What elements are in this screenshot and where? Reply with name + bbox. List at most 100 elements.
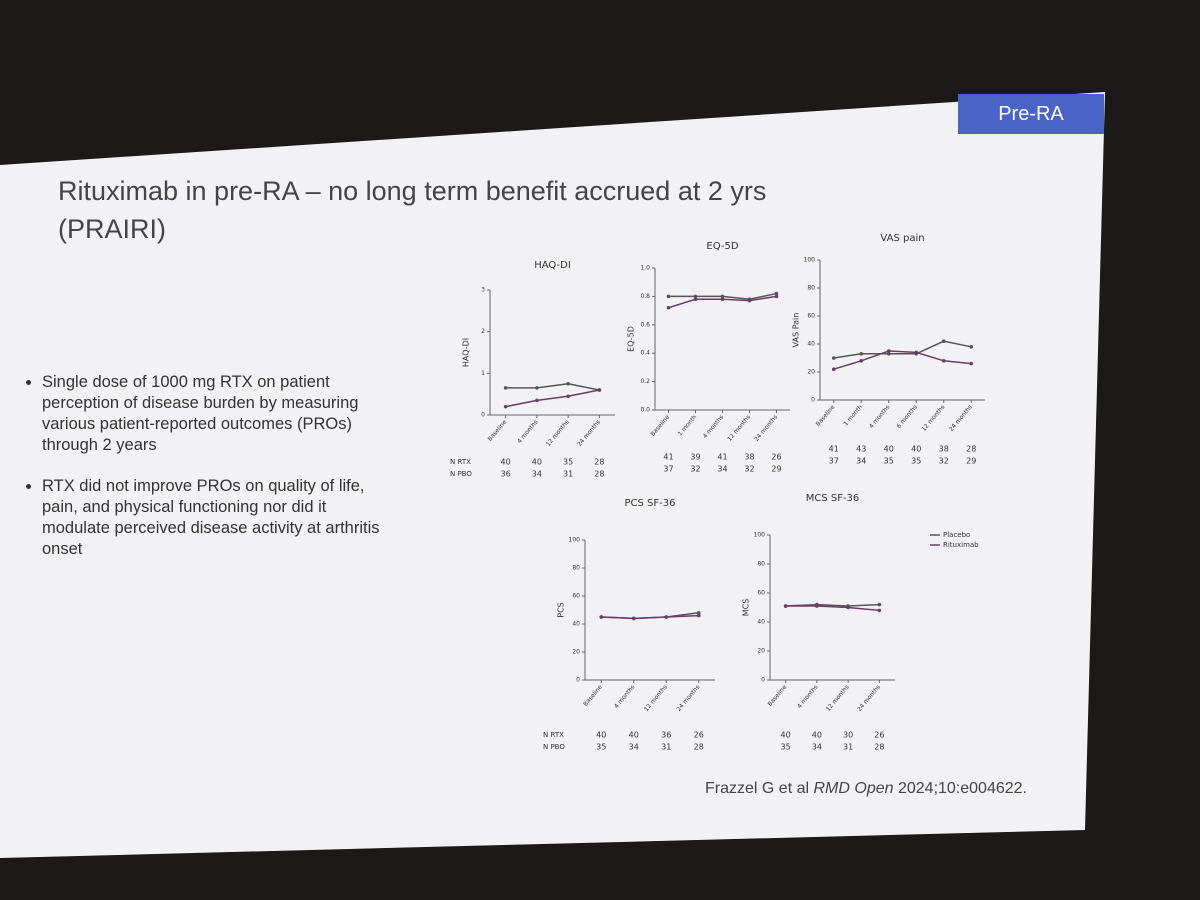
n-value: 40 (629, 731, 639, 740)
series-line (785, 605, 880, 612)
n-value: 40 (532, 458, 542, 467)
data-point (886, 352, 891, 356)
y-tick-label: 0 (481, 412, 485, 419)
n-value: 40 (781, 731, 791, 740)
y-tick-label: 20 (572, 649, 580, 656)
y-axis-label: PCS (557, 602, 566, 618)
n-value: 39 (690, 453, 700, 462)
y-tick-label: 0.6 (640, 321, 650, 328)
data-point (599, 615, 604, 619)
y-tick-label: 60 (572, 593, 580, 600)
n-value: 35 (781, 743, 791, 752)
y-tick-label: 60 (807, 313, 815, 320)
n-value: 32 (939, 457, 949, 466)
data-point (566, 381, 570, 386)
data-point (774, 294, 779, 299)
bullet: Single dose of 1000 mg RTX on patient pe… (42, 372, 392, 456)
y-tick-label: 80 (807, 285, 815, 292)
n-value: 40 (501, 458, 511, 467)
y-axis-label: VAS Pain (792, 313, 801, 348)
series-line (601, 614, 699, 620)
data-point (720, 294, 725, 299)
n-value: 26 (771, 453, 781, 462)
n-value: 31 (563, 470, 573, 479)
n-value: 34 (532, 470, 542, 479)
y-tick-label: 0.4 (640, 350, 650, 357)
y-tick-label: 0.0 (640, 407, 650, 414)
n-value: 37 (663, 465, 673, 474)
series-line (833, 350, 972, 370)
data-point (886, 349, 891, 353)
citation-ref: 2024;10:e004622. (897, 780, 1027, 797)
data-point (696, 613, 701, 618)
data-point (503, 404, 508, 409)
n-value: 31 (843, 743, 853, 752)
y-tick-label: 100 (754, 532, 766, 539)
data-point (631, 616, 636, 621)
y-tick-label: 100 (569, 537, 581, 544)
y-tick-label: 0 (576, 677, 580, 684)
data-point (859, 359, 864, 363)
data-point (693, 297, 698, 302)
n-row-label: N PBO (450, 470, 472, 478)
n-value: 40 (884, 445, 894, 454)
data-point (941, 339, 946, 344)
data-point (696, 611, 701, 615)
n-value: 43 (856, 445, 866, 454)
n-value: 35 (563, 458, 573, 467)
chart-title: EQ-5D (706, 241, 738, 252)
data-point (859, 352, 864, 356)
n-value: 28 (594, 458, 604, 467)
chart-title: PCS SF-36 (625, 498, 676, 509)
y-tick-label: 1.0 (640, 265, 650, 272)
y-tick-label: 100 (804, 257, 816, 264)
y-axis-label: HAQ-DI (462, 338, 471, 367)
n-value: 35 (911, 457, 921, 466)
section-tag: Pre-RA (958, 94, 1104, 134)
n-value: 32 (744, 465, 754, 474)
n-value: 30 (843, 731, 853, 740)
y-axis-label: MCS (742, 599, 751, 617)
data-point (693, 294, 698, 299)
bullet: RTX did not improve PROs on quality of l… (42, 476, 392, 560)
n-value: 29 (771, 465, 781, 474)
y-tick-label: 20 (757, 648, 765, 655)
n-value: 26 (874, 731, 884, 740)
y-tick-label: 0.2 (640, 378, 650, 385)
n-value: 38 (939, 445, 949, 454)
n-value: 41 (829, 445, 839, 454)
series-line (505, 382, 600, 391)
y-tick-label: 0 (761, 677, 765, 684)
data-point (666, 305, 671, 310)
data-point (969, 361, 974, 366)
n-value: 28 (874, 743, 884, 752)
y-tick-label: 40 (757, 619, 765, 626)
citation: Frazzel G et al RMD Open 2024;10:e004622… (705, 780, 1027, 798)
n-value: 34 (856, 457, 866, 466)
bullet-list: Single dose of 1000 mg RTX on patient pe… (22, 372, 392, 580)
n-value: 41 (663, 453, 673, 462)
series-line (505, 389, 600, 408)
data-point (666, 294, 671, 299)
y-tick-label: 80 (757, 561, 765, 568)
n-value: 36 (501, 470, 511, 479)
citation-journal: RMD Open (813, 780, 894, 797)
slide (0, 92, 1105, 858)
n-value: 40 (812, 731, 822, 740)
chart-title: MCS SF-36 (806, 493, 860, 504)
n-row-label: N RTX (450, 458, 471, 466)
data-point (783, 604, 788, 608)
data-point (747, 298, 752, 303)
data-point (566, 394, 570, 399)
n-value: 31 (661, 743, 671, 752)
data-point (941, 359, 946, 363)
chart-title: VAS pain (880, 233, 924, 244)
data-point (877, 602, 882, 607)
data-point (535, 386, 539, 390)
n-row-label: N RTX (543, 731, 564, 739)
n-value: 34 (717, 465, 727, 474)
n-value: 28 (966, 445, 976, 454)
n-value: 41 (717, 453, 727, 462)
